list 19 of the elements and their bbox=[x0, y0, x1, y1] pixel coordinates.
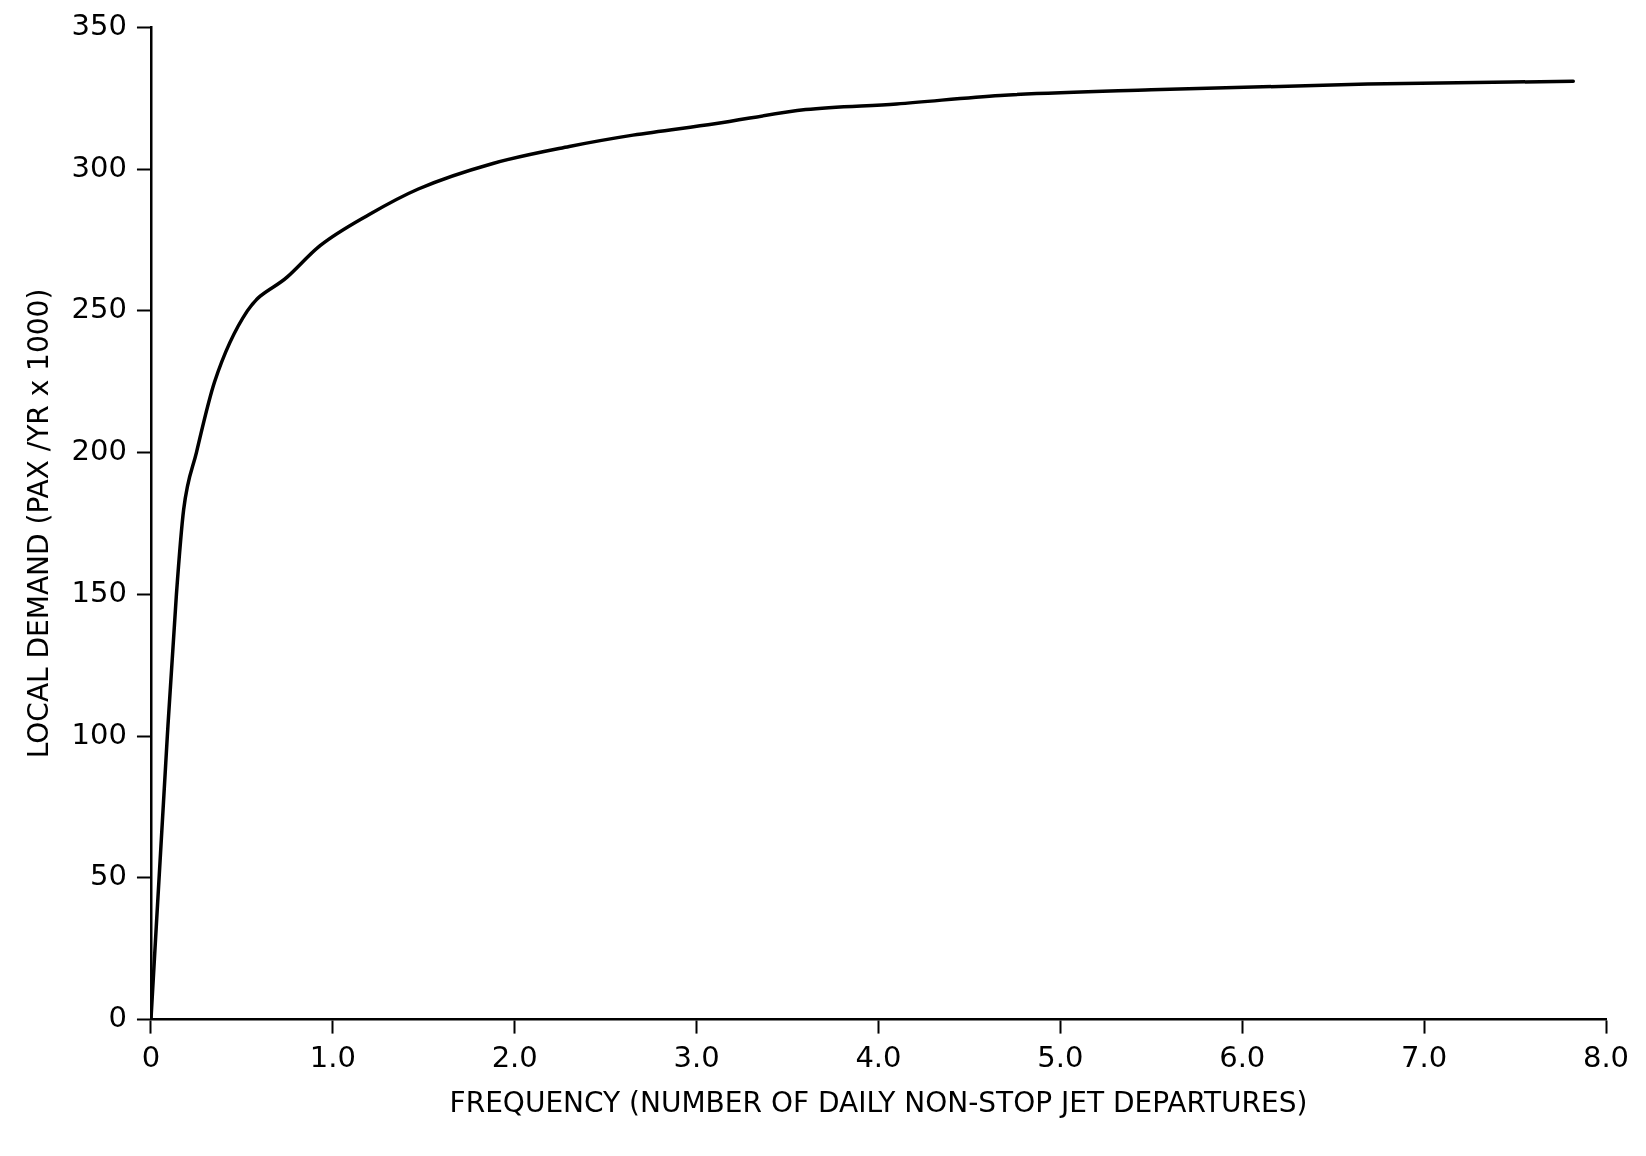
y-tick-label: 350 bbox=[71, 7, 127, 42]
x-tick-label: 3.0 bbox=[673, 1039, 720, 1074]
x-axis-title: FREQUENCY (NUMBER OF DAILY NON-STOP JET DEPARTURES) bbox=[449, 1086, 1308, 1120]
y-tick-label: 250 bbox=[71, 291, 127, 326]
y-tick-label: 50 bbox=[90, 858, 127, 893]
x-tick-label: 0 bbox=[141, 1039, 161, 1074]
y-tick-label: 100 bbox=[71, 716, 127, 751]
x-tick-label: 1.0 bbox=[309, 1039, 356, 1074]
x-tick-label: 8.0 bbox=[1582, 1039, 1630, 1074]
x-tick-label: 6.0 bbox=[1219, 1039, 1266, 1074]
x-tick-label: 5.0 bbox=[1037, 1039, 1084, 1074]
x-tick-label: 2.0 bbox=[491, 1039, 538, 1074]
y-tick-label: 300 bbox=[71, 149, 127, 184]
x-tick-label: 4.0 bbox=[855, 1039, 902, 1074]
x-tick-label: 7.0 bbox=[1401, 1039, 1448, 1074]
y-tick-label: 150 bbox=[71, 574, 127, 609]
y-tick-label: 0 bbox=[108, 1000, 127, 1035]
y-axis-title: LOCAL DEMAND (PAX /YR x 1000) bbox=[22, 288, 56, 759]
y-tick-label: 200 bbox=[71, 433, 127, 468]
